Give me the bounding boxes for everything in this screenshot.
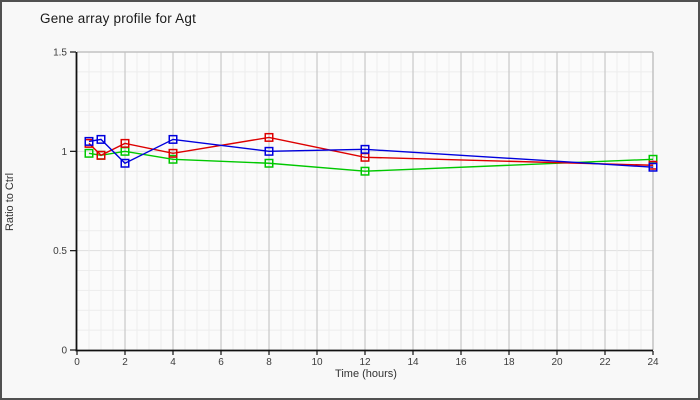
data-point-series-blue: [168, 134, 178, 144]
y-tick-label: 1.5: [53, 48, 67, 59]
data-point-series-blue: [648, 162, 658, 172]
x-tick-label: 0: [74, 357, 80, 368]
x-tick-label: 20: [551, 357, 563, 368]
data-point-series-blue: [360, 144, 370, 154]
data-point-series-blue: [84, 136, 94, 146]
series-line-series-red: [88, 136, 654, 166]
x-tick-label: 10: [311, 357, 323, 368]
data-point-series-red: [96, 150, 106, 160]
x-tick-label: 14: [407, 357, 419, 368]
data-point-series-blue: [120, 158, 130, 168]
data-point-series-red: [264, 132, 274, 142]
data-point-series-blue: [264, 146, 274, 156]
series-line-series-blue: [88, 138, 654, 168]
x-tick-label: 24: [647, 357, 659, 368]
x-tick-label: 12: [359, 357, 371, 368]
y-tick-label: 1: [61, 147, 67, 158]
y-tick-label: 0: [61, 346, 67, 357]
chart-title: Gene array profile for Agt: [40, 11, 197, 26]
x-tick-label: 18: [503, 357, 515, 368]
x-tick-label: 2: [122, 357, 128, 368]
x-tick-label: 22: [599, 357, 611, 368]
data-point-series-green: [360, 166, 370, 176]
x-tick-label: 8: [266, 357, 272, 368]
x-tick-label: 16: [455, 357, 467, 368]
y-axis-title: Ratio to Ctrl: [4, 172, 16, 232]
data-point-series-red: [168, 148, 178, 158]
x-tick-label: 4: [170, 357, 176, 368]
data-point-series-green: [264, 158, 274, 168]
y-tick-label: 0.5: [53, 246, 67, 257]
data-point-series-red: [120, 138, 130, 148]
x-axis-title: Time (hours): [335, 368, 397, 380]
x-tick-label: 6: [218, 357, 224, 368]
data-point-series-green: [84, 148, 94, 158]
data-point-series-green: [168, 154, 178, 164]
data-point-series-blue: [96, 134, 106, 144]
